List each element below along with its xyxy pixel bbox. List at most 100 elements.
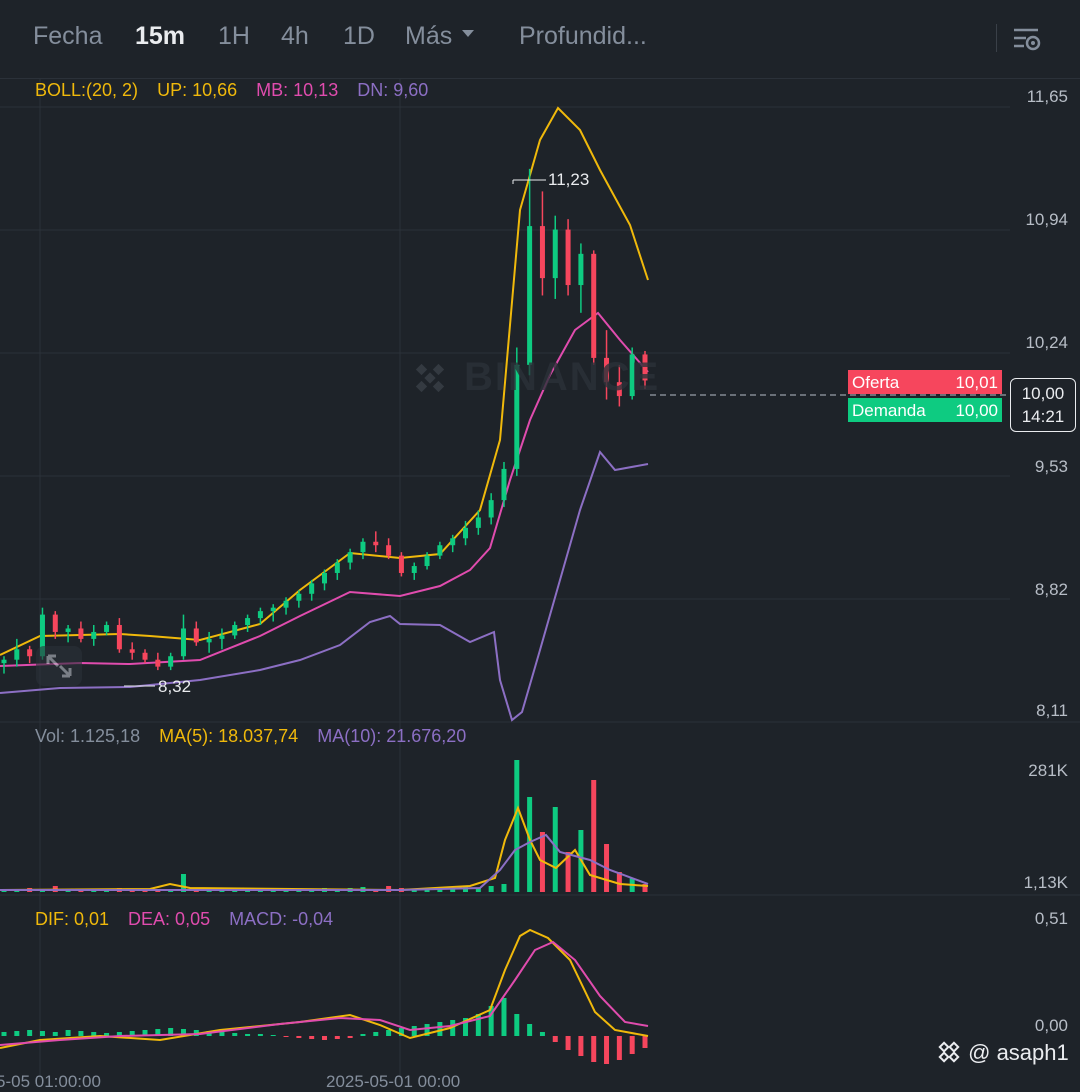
chevron-down-icon: [462, 29, 475, 37]
price-axis-label: 8,11: [1036, 701, 1068, 720]
candle-body: [180, 628, 186, 657]
candle-body: [475, 517, 481, 528]
macd-axis-label: 0,00: [1034, 1016, 1068, 1035]
macd-bar: [437, 1022, 443, 1036]
volume-ma10-value: MA(10): 21.676,20: [317, 726, 467, 746]
tab-depth[interactable]: Profundid...: [519, 22, 647, 50]
macd-bar: [65, 1030, 71, 1036]
candle-body: [527, 226, 533, 365]
candle-countdown: 14:21: [1021, 407, 1065, 426]
tab-1d[interactable]: 1D: [343, 22, 375, 50]
macd-bar: [257, 1034, 263, 1036]
binance-logo-icon: [415, 363, 445, 393]
candlestick-series: [1, 168, 648, 674]
macd-value: MACD: -0,04: [229, 909, 334, 929]
volume-bar: [642, 884, 648, 892]
attribution-text: @ asaph1: [968, 1040, 1069, 1065]
volume-legend: Vol: 1.125,18 MA(5): 18.037,74 MA(10): 2…: [35, 726, 480, 747]
macd-bar: [334, 1036, 340, 1039]
ask-value: 10,01: [955, 373, 998, 392]
tab-more-label: Más: [405, 22, 453, 50]
candle-body: [424, 555, 430, 567]
price-axis-label: 10,94: [1025, 210, 1068, 229]
toolbar-divider: [996, 24, 997, 52]
candle-body: [309, 583, 315, 594]
candle-body: [539, 226, 545, 279]
boll-params: BOLL:(20, 2): [35, 80, 139, 100]
volume-bar: [463, 887, 469, 892]
macd-axis-label: 0,51: [1034, 909, 1068, 928]
volume-bar: [514, 760, 520, 892]
time-axis-label: 5-05 01:00:00: [0, 1072, 101, 1091]
macd-bar: [616, 1036, 622, 1060]
watermark-text: BINANCE: [464, 355, 661, 399]
volume-bar: [501, 884, 507, 892]
volume-bar: [616, 872, 622, 892]
candle-body: [206, 638, 212, 643]
volume-bar: [527, 797, 533, 892]
macd-bar: [245, 1034, 251, 1036]
price-axis-label: 11,65: [1026, 87, 1068, 106]
macd-bar: [91, 1032, 97, 1036]
candle-body: [616, 382, 622, 397]
macd-bar: [591, 1036, 597, 1062]
macd-bar: [642, 1036, 648, 1048]
macd-bar: [14, 1031, 20, 1036]
macd-bar: [578, 1036, 584, 1056]
candle-body: [257, 611, 263, 619]
boll-up-value: UP: 10,66: [157, 80, 238, 100]
macd-bar: [142, 1030, 148, 1036]
volume-bar: [565, 852, 571, 892]
macd-dif-value: DIF: 0,01: [35, 909, 110, 929]
candle-body: [629, 354, 635, 397]
candle-body: [65, 628, 71, 632]
macd-bar: [386, 1030, 392, 1036]
candle-body: [411, 566, 417, 573]
binance-logo-icon: [938, 1041, 960, 1063]
expand-arrows-icon: [46, 654, 72, 678]
volume-ma5-line: [0, 805, 649, 892]
macd-bar: [463, 1018, 469, 1036]
macd-bar: [527, 1024, 533, 1036]
attribution: @ asaph1: [936, 1040, 1069, 1066]
macd-bar: [398, 1028, 404, 1036]
macd-bar: [373, 1032, 379, 1036]
macd-bar: [116, 1032, 122, 1036]
bid-label: Demanda: [852, 401, 926, 420]
macd-bar: [514, 1014, 520, 1036]
tab-1h[interactable]: 1H: [218, 22, 250, 50]
price-axis-label: 9,53: [1034, 457, 1068, 476]
candle-body: [578, 253, 584, 286]
boll-mid-line: [0, 311, 649, 667]
boll-legend: BOLL:(20, 2) UP: 10,66 MB: 10,13 DN: 9,6…: [35, 80, 442, 101]
candle-body: [437, 545, 443, 556]
macd-bar: [168, 1028, 174, 1036]
tab-more[interactable]: Más: [405, 22, 475, 51]
candle-body: [463, 527, 469, 539]
current-price-box: 10,00 14:21: [1010, 378, 1076, 432]
candle-body: [488, 500, 494, 518]
bid-value: 10,00: [955, 401, 998, 420]
tab-15m[interactable]: 15m: [135, 22, 186, 50]
candle-body: [591, 253, 597, 358]
candle-body: [1, 659, 7, 664]
macd-bar: [296, 1036, 302, 1038]
boll-mb-value: MB: 10,13: [256, 80, 339, 100]
volume-bars: [1, 760, 648, 892]
candle-body: [386, 545, 392, 556]
tab-date[interactable]: Fecha: [33, 22, 103, 50]
macd-bar: [309, 1036, 315, 1039]
macd-bar: [219, 1032, 225, 1036]
macd-bar: [347, 1036, 353, 1038]
expand-button[interactable]: [36, 646, 82, 686]
tab-4h[interactable]: 4h: [281, 22, 309, 50]
macd-bar: [539, 1032, 545, 1036]
candle-body: [39, 614, 45, 657]
macd-bar: [78, 1031, 84, 1036]
macd-bar: [450, 1020, 456, 1036]
macd-bar: [360, 1034, 366, 1036]
candle-body: [322, 572, 327, 584]
candle-body: [514, 364, 520, 469]
chart-settings-icon[interactable]: [1010, 22, 1044, 56]
